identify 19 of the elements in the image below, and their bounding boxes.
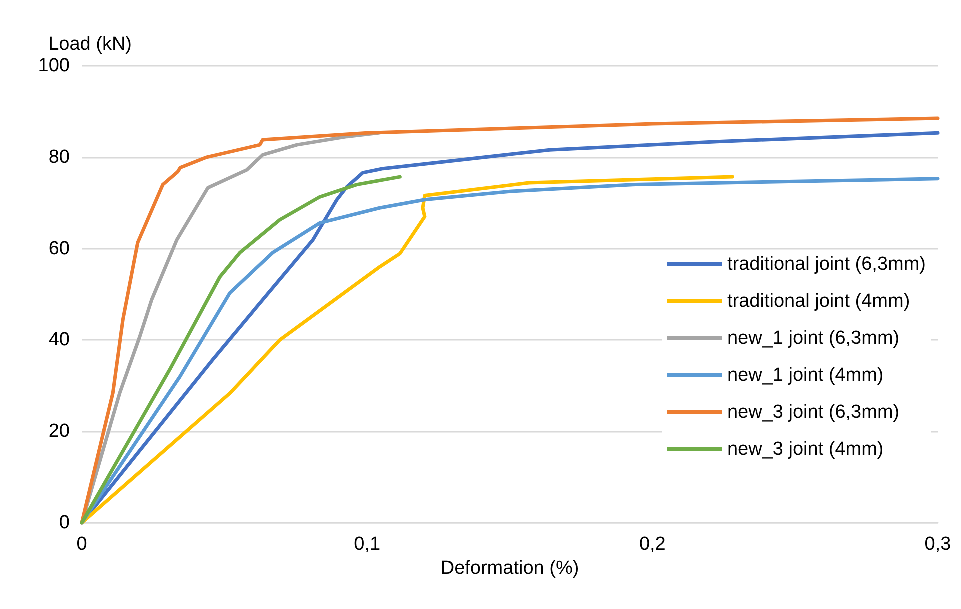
x-tick-label: 0,1 (354, 534, 381, 555)
x-tick-label: 0 (76, 534, 88, 555)
y-tick-label: 80 (48, 146, 70, 168)
y-tick-label: 60 (48, 238, 70, 260)
y-axis-title: Load (kN) (48, 34, 132, 55)
x-tick-label: 0,3 (924, 534, 952, 555)
legend-label: new_3 joint (4mm) (727, 439, 884, 460)
legend-label: new_1 joint (6,3mm) (727, 328, 900, 349)
y-tick-label: 20 (48, 421, 70, 442)
legend-label: traditional joint (4mm) (727, 291, 910, 312)
y-tick-label: 0 (59, 512, 70, 534)
y-tick-label: 40 (48, 330, 70, 351)
legend-label: traditional joint (6,3mm) (727, 254, 926, 275)
y-tick-label: 100 (38, 56, 70, 76)
line-series (80, 175, 402, 525)
x-axis-title: Deformation (%) (440, 558, 580, 579)
legend-label: new_3 joint (6,3mm) (727, 402, 900, 423)
legend-label: new_1 joint (4mm) (727, 365, 884, 386)
x-tick-label: 0,2 (639, 534, 666, 555)
